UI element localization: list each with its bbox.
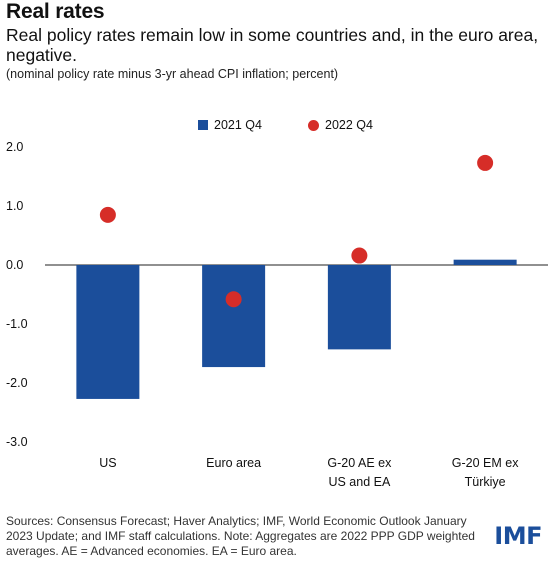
dot-2022q4 — [351, 247, 368, 264]
y-tick-label: 1.0 — [6, 199, 23, 213]
legend-label-2021q4: 2021 Q4 — [214, 118, 262, 132]
bar-2021q4 — [453, 259, 517, 265]
legend-label-2022q4: 2022 Q4 — [325, 118, 373, 132]
y-tick-label: -2.0 — [6, 376, 28, 390]
y-tick-label: 2.0 — [6, 140, 23, 154]
bar-2021q4 — [76, 265, 140, 399]
legend-item-2022q4: 2022 Q4 — [308, 118, 373, 132]
bar-2021q4 — [202, 265, 266, 368]
x-category-label: G-20 AE ex — [327, 456, 392, 470]
legend-bar-swatch — [198, 120, 208, 130]
chart-note: (nominal policy rate minus 3-yr ahead CP… — [6, 67, 339, 81]
legend-item-2021q4: 2021 Q4 — [198, 118, 262, 132]
chart-plot: 2.0 1.0 0.0 -1.0 -2.0 -3.0 US Euro area G-20 AE … — [6, 140, 548, 489]
dot-2022q4 — [99, 206, 116, 223]
y-tick-label: -1.0 — [6, 317, 28, 331]
chart-subtitle: Real policy rates remain low in some cou… — [6, 25, 539, 65]
dot-2022q4 — [225, 291, 242, 308]
y-tick-label: 0.0 — [6, 258, 23, 272]
bar-2021q4 — [327, 265, 391, 350]
source-note: Sources: Consensus Forecast; Haver Analy… — [6, 514, 475, 558]
x-category-label: G-20 EM ex — [452, 456, 519, 470]
legend-dot-swatch — [308, 119, 319, 131]
x-category-label: US — [99, 456, 116, 470]
x-category-label: Türkiye — [465, 475, 506, 489]
chart-title: Real rates — [6, 0, 105, 23]
imf-logo: IMF — [494, 522, 542, 550]
x-category-label: US and EA — [328, 475, 391, 489]
x-category-label: Euro area — [206, 456, 261, 470]
y-tick-label: -3.0 — [6, 435, 28, 449]
legend: 2021 Q4 2022 Q4 — [0, 118, 550, 136]
dot-2022q4 — [477, 154, 494, 171]
